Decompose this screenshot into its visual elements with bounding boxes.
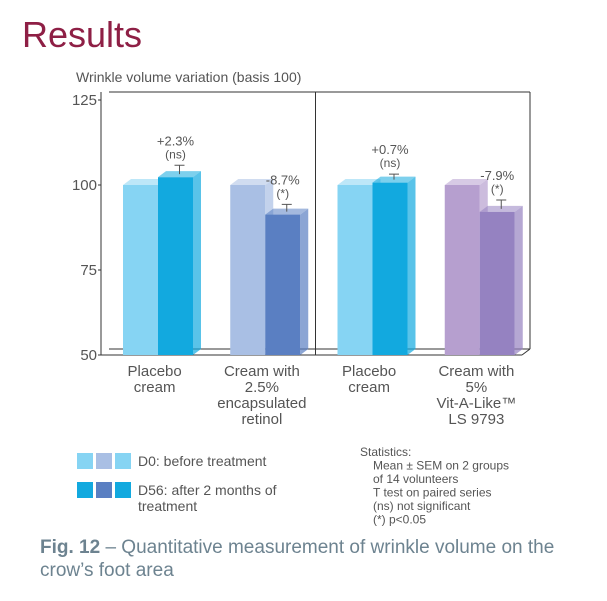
bar: [158, 177, 193, 355]
stats-text: of 14 volunteers: [373, 472, 458, 486]
caption-text: – Quantitative measurement of wrinkle vo…: [40, 537, 555, 581]
bar: [444, 185, 480, 355]
caption-label: Fig. 12: [40, 537, 101, 558]
x-tick-label: cream: [134, 379, 176, 396]
annotation: +2.3%: [157, 133, 195, 148]
x-tick-label: 2.5%: [245, 379, 279, 396]
annotation: (*): [276, 186, 289, 200]
stats-text: (*) p<0.05: [373, 513, 426, 527]
error-bar: [174, 164, 185, 175]
annotation: (ns): [380, 156, 401, 170]
bar-side: [514, 205, 523, 355]
bar-side: [193, 171, 201, 355]
bar: [123, 185, 158, 355]
stats-text: Statistics:: [360, 445, 411, 459]
y-axis-label: Wrinkle volume variation (basis 100): [76, 69, 301, 85]
error-bar: [281, 203, 292, 212]
error-bar: [496, 199, 507, 209]
x-tick-label: LS 9793: [448, 411, 504, 428]
x-tick-label: Placebo: [128, 363, 182, 380]
error-bar: [389, 173, 399, 180]
x-tick-label: Cream with: [438, 363, 514, 380]
legend-swatch: [115, 482, 131, 498]
y-tick-label: 50: [80, 347, 97, 364]
floor: [521, 348, 531, 356]
bar-top: [444, 179, 488, 185]
legend-swatch: [77, 453, 93, 469]
annotation: (*): [491, 182, 504, 196]
x-tick-label: Vit-A-Like™: [437, 395, 517, 412]
legend-swatch: [96, 453, 112, 469]
annotation: +0.7%: [371, 142, 409, 157]
x-tick-label: 5%: [466, 379, 488, 396]
x-tick-label: Cream with: [224, 363, 300, 380]
annotation: -8.7%: [266, 172, 300, 187]
bar: [479, 211, 515, 355]
y-tick-label: 125: [72, 92, 97, 109]
y-tick-label: 100: [72, 177, 97, 194]
stats-text: Mean ± SEM on 2 groups: [373, 459, 509, 473]
bar: [372, 182, 408, 355]
bar-top: [230, 179, 274, 185]
x-tick-label: retinol: [241, 411, 282, 428]
chart-title: Results: [22, 14, 142, 55]
bar: [230, 185, 266, 355]
x-tick-label: encapsulated: [217, 395, 306, 412]
legend-swatch: [96, 482, 112, 498]
bar-top: [123, 179, 166, 185]
x-tick-label: cream: [348, 379, 390, 396]
annotation: -7.9%: [480, 168, 514, 183]
bar-side: [300, 208, 309, 355]
bar: [265, 214, 301, 355]
stats-text: T test on paired series: [373, 486, 492, 500]
x-tick-label: Placebo: [342, 363, 396, 380]
bar: [337, 185, 373, 355]
annotation: (ns): [165, 147, 186, 161]
bar-side: [407, 176, 416, 355]
legend-label: D56: after 2 months of treatment: [138, 482, 277, 514]
legend-swatch: [77, 482, 93, 498]
stats-text: (ns) not significant: [373, 499, 471, 513]
y-tick-label: 75: [80, 262, 97, 279]
caption: Fig. 12 – Quantitative measurement of wr…: [40, 536, 580, 582]
legend-label: D0: before treatment: [138, 453, 267, 469]
bar-top: [337, 179, 381, 185]
legend-swatch: [115, 453, 131, 469]
